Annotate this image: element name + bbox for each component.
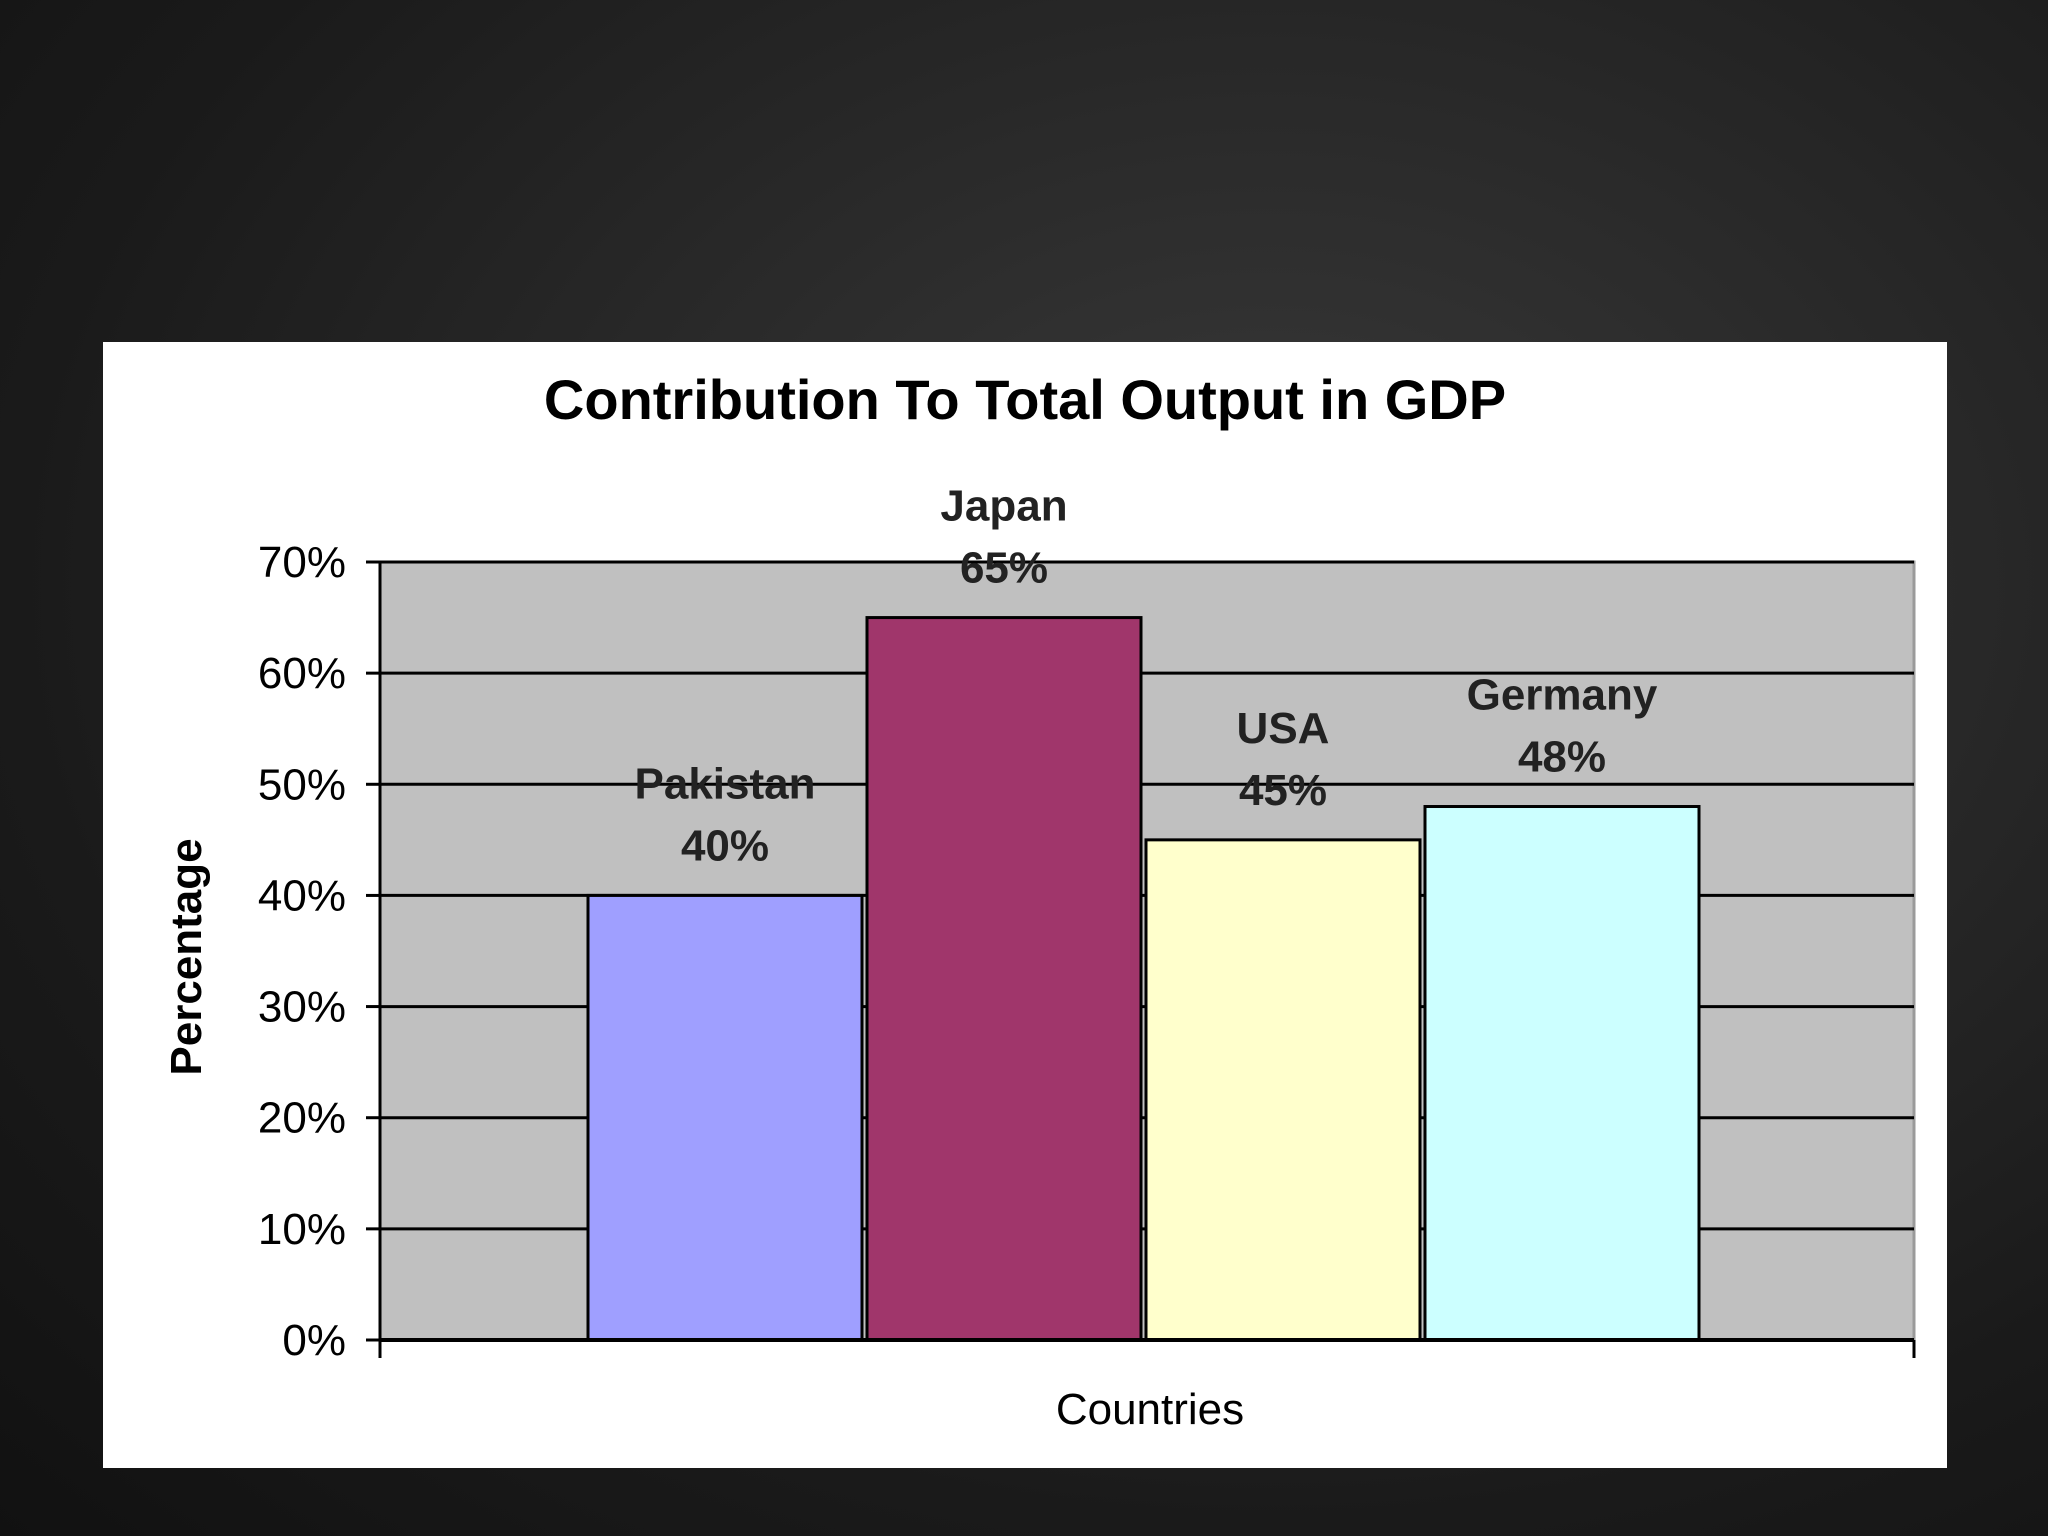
data-label-category: USA (1237, 704, 1330, 753)
bar-pakistan (586, 893, 864, 1342)
y-tick-label: 60% (258, 649, 346, 698)
data-label-value: 45% (1239, 766, 1327, 815)
data-label-value: 40% (681, 821, 769, 870)
bar-japan (865, 616, 1143, 1342)
chart-title: Contribution To Total Output in GDP (543, 368, 1507, 431)
data-labels: Pakistan 40% Japan 65% USA 45% Germany 48% (635, 482, 1658, 871)
y-axis-ticks: 0% 10% 20% 30% 40% 50% 60% 70% (258, 538, 380, 1365)
y-tick-label: 0% (282, 1316, 346, 1365)
bar-germany (1423, 805, 1701, 1342)
data-label-category: Pakistan (635, 759, 816, 808)
y-tick-label: 10% (258, 1205, 346, 1254)
bars (586, 616, 1701, 1342)
data-label-value: 65% (960, 544, 1048, 593)
data-label-value: 48% (1518, 733, 1606, 782)
y-tick-label: 50% (258, 760, 346, 809)
data-label-category: Japan (940, 482, 1067, 531)
y-tick-label: 70% (258, 538, 346, 587)
y-tick-label: 30% (258, 983, 346, 1032)
bar-chart: 0% 10% 20% 30% 40% 50% 60% 70% Pakistan 40% Japan… (162, 482, 1916, 1434)
bar-usa (1144, 838, 1422, 1342)
y-tick-label: 20% (258, 1094, 346, 1143)
y-tick-label: 40% (258, 871, 346, 920)
chart-panel: Contribution To Total Output in GDP 0% 10… (103, 342, 1947, 1468)
y-axis-label: Percentage (162, 838, 211, 1075)
data-label-category: Germany (1467, 671, 1658, 720)
x-axis-label: Countries (1056, 1385, 1244, 1434)
